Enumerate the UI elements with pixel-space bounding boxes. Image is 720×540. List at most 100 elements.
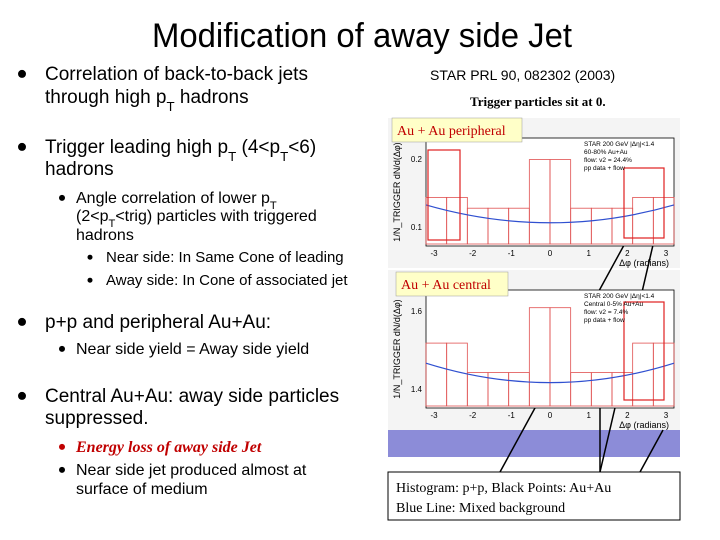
y-axis-label: 1/N_TRIGGER dN/d(Δφ) [392,142,402,241]
x-tick-label: -3 [430,249,438,258]
text-run: through high p [45,87,167,108]
bullet-text: (2<pT<trig) particles with triggered [76,208,317,230]
x-tick-label: 2 [625,249,630,258]
subscript: T [280,149,288,164]
pointer-line [639,429,664,473]
text-run: hadrons [76,227,134,244]
bullet-text: Near side yield = Away side yield [76,341,309,358]
reference: STAR PRL 90, 082302 (2003) [430,67,615,83]
x-tick-label: 3 [664,249,669,258]
bullet-dot [59,194,65,201]
bullet-dot [18,69,26,78]
slide-title: Modification of away side Jet [152,17,573,55]
x-tick-label: 1 [586,249,591,258]
text-run: <trig) particles with triggered [115,208,316,225]
text-run: Near side yield = Away side yield [76,341,309,358]
bullet-dot [87,277,93,283]
bullet-text: Energy loss of away side Jet [75,439,262,456]
x-axis-label: Δφ (radians) [619,420,669,430]
note: Trigger particles sit at 0. [470,94,606,109]
caption-line: Histogram: p+p, Black Points: Au+Au [396,481,611,496]
text-run: Energy loss of away side Jet [75,439,262,456]
bullet-dot [18,317,26,326]
highlight [623,167,665,239]
x-axis-label: Δφ (radians) [619,258,669,268]
legend-text: STAR 200 GeV |Δη|<1.4 [584,293,655,300]
highlight [623,301,665,401]
bullet-text: hadrons [45,159,114,180]
x-tick-label: -3 [430,411,438,420]
y-axis-label: 1/N_TRIGGER dN/d(Δφ) [392,299,402,398]
x-tick-label: -2 [469,411,477,420]
text-run: Correlation of back-to-back jets [45,64,308,85]
y-tick-label: 0.2 [411,155,423,164]
x-tick-label: 2 [625,411,630,420]
x-tick-label: 0 [548,411,553,420]
bullet-text: p+p and peripheral Au+Au: [45,312,271,333]
y-tick-label: 1.6 [411,307,423,316]
bullet-text: Angle correlation of lower pT [76,190,277,212]
bullet-dot [59,466,65,473]
bullet-dot [59,345,65,352]
background-curve [425,362,675,384]
bullet-text: surface of medium [76,481,208,498]
text-run: Away side: In Cone of associated jet [106,272,348,289]
bullet-text: Correlation of back-to-back jets [45,64,308,85]
content: Correlation of back-to-back jetsthrough … [18,64,675,498]
legend-text: flow: v2 = 7.4% [584,309,628,316]
subscript: T [270,200,277,212]
histogram-bin [549,307,572,407]
text-run: Near side jet produced almost at [76,462,307,479]
text-run: <6) [288,137,316,158]
y-tick-label: 1.4 [411,385,423,394]
bullet-text: Away side: In Cone of associated jet [106,272,348,289]
x-tick-label: -1 [508,249,516,258]
bullet-dot [18,391,26,400]
subscript: T [167,99,175,114]
text-run: hadrons [175,87,249,108]
legend-text: Central 0-5% Au+Au [584,301,643,308]
bullet-text: suppressed. [45,408,149,429]
text-run: Near side: In Same Cone of leading [106,249,344,266]
text-run: hadrons [45,159,114,180]
bullet-dot [59,443,65,450]
bullet-text: Near side: In Same Cone of leading [106,249,344,266]
caption-box [387,471,681,521]
caption-line: Blue Line: Mixed background [396,501,565,516]
panel-label: Au + Au peripheral [397,124,506,139]
x-tick-label: 0 [548,249,553,258]
text-run: surface of medium [76,481,208,498]
legend-text: pp data + flow [584,165,625,172]
histogram-bin [549,159,572,245]
x-tick-label: -1 [508,411,516,420]
subscript: T [108,218,115,230]
x-tick-label: -2 [469,249,477,258]
bullet-text: hadrons [76,227,134,244]
text-run: suppressed. [45,408,149,429]
y-tick-label: 0.1 [411,223,423,232]
highlight [427,149,461,241]
bullet-text: Central Au+Au: away side particles [45,386,339,407]
bullet-text: through high pT hadrons [45,87,249,114]
bullet-text: Near side jet produced almost at [76,462,307,479]
subscript: T [228,149,236,164]
bullet-text: Trigger leading high pT (4<pT<6) [45,137,316,164]
x-tick-label: 1 [586,411,591,420]
text-run: Angle correlation of lower p [76,190,270,207]
text-run: Trigger leading high p [45,137,228,158]
panel-label: Au + Au central [401,278,491,293]
x-tick-label: 3 [664,411,669,420]
legend-text: flow: v2 = 24.4% [584,157,632,164]
panel-label-box [395,271,509,297]
bullet-dot [18,142,26,151]
legend-text: 60-80% Au+Au [584,149,628,156]
plot-band [388,430,680,457]
background-curve [425,204,675,224]
panel-label-box [391,117,523,143]
text-run: (4<p [236,137,280,158]
text-run: Central Au+Au: away side particles [45,386,339,407]
text-run: p+p and peripheral Au+Au: [45,312,271,333]
text-run: (2<p [76,208,109,225]
legend-text: pp data + flow [584,317,625,324]
